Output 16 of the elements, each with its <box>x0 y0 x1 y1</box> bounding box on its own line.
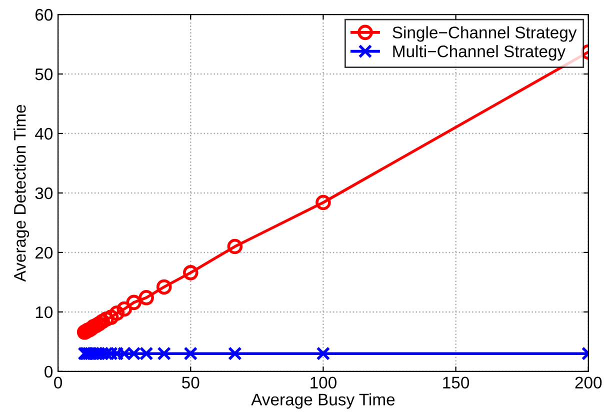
y-tick-label: 40 <box>35 128 53 140</box>
x-tick-label: 50 <box>182 376 200 389</box>
x-tick-label: 0 <box>54 376 62 389</box>
x-tick-label: 200 <box>575 376 602 389</box>
legend-label: Single−Channel Strategy <box>392 26 577 42</box>
y-tick-label: 50 <box>35 68 53 80</box>
y-tick-label: 10 <box>36 306 53 318</box>
y-tick-label: 30 <box>35 187 53 200</box>
legend-label: Multi−Channel Strategy <box>393 45 566 61</box>
y-tick-label: 20 <box>35 246 53 259</box>
y-tick-label: 0 <box>44 366 53 378</box>
y-tick-label: 60 <box>35 8 53 21</box>
y-axis-title: Average Detection Time <box>14 104 30 282</box>
x-axis-title: Average Busy Time <box>251 393 395 409</box>
x-tick-label: 100 <box>310 376 336 389</box>
x-tick-label: 150 <box>443 376 470 389</box>
